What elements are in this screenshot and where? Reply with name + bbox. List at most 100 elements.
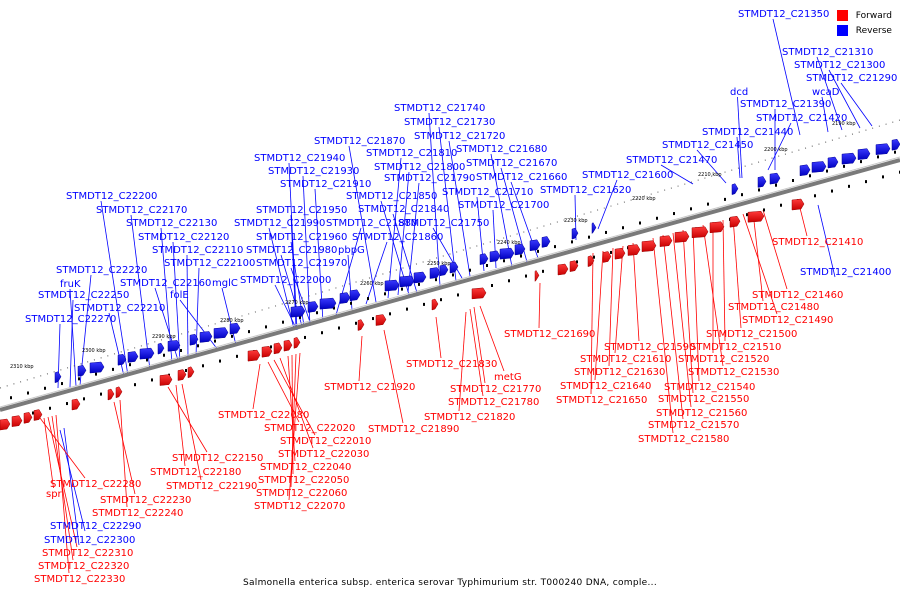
reverse-gene-label[interactable]: STMDT12_C22220 bbox=[56, 265, 147, 276]
reverse-gene-label[interactable]: STMDT12_C21960 bbox=[256, 232, 347, 243]
forward-gene-label[interactable]: STMDT12_C21410 bbox=[772, 237, 863, 248]
reverse-gene-block[interactable] bbox=[591, 222, 597, 235]
reverse-gene-label[interactable]: STMDT12_C21450 bbox=[662, 140, 753, 151]
forward-gene-block[interactable] bbox=[159, 374, 173, 386]
forward-gene-label[interactable]: STMDT12_C22190 bbox=[166, 481, 257, 492]
reverse-gene-label[interactable]: STMDT12_C21850 bbox=[346, 191, 437, 202]
forward-gene-label[interactable]: STMDT12_C21500 bbox=[706, 329, 797, 340]
forward-gene-block[interactable] bbox=[534, 269, 540, 282]
reverse-gene-block[interactable] bbox=[891, 138, 900, 151]
forward-gene-block[interactable] bbox=[293, 337, 301, 349]
forward-gene-block[interactable] bbox=[729, 215, 741, 228]
reverse-gene-label[interactable]: STMDT12_C22000 bbox=[240, 275, 331, 286]
forward-gene-block[interactable] bbox=[471, 287, 487, 300]
reverse-gene-label[interactable]: STMDT12_C21970 bbox=[256, 258, 347, 269]
reverse-gene-label[interactable]: pbpG bbox=[338, 245, 365, 256]
reverse-gene-block[interactable] bbox=[429, 267, 441, 279]
reverse-gene-label[interactable]: STMDT12_C22160 bbox=[120, 278, 211, 289]
reverse-gene-label[interactable]: STMDT12_C21810 bbox=[366, 148, 457, 159]
reverse-gene-block[interactable] bbox=[399, 275, 415, 288]
reverse-gene-block[interactable] bbox=[54, 371, 62, 384]
reverse-gene-label[interactable]: STMDT12_C21860 bbox=[352, 232, 443, 243]
reverse-gene-label[interactable]: STMDT12_C21840 bbox=[358, 204, 449, 215]
forward-gene-label[interactable]: STMDT12_C21650 bbox=[556, 395, 647, 406]
forward-gene-label[interactable]: STMDT12_C21490 bbox=[742, 315, 833, 326]
forward-gene-block[interactable] bbox=[261, 345, 273, 358]
reverse-gene-label[interactable]: folE bbox=[170, 290, 189, 301]
reverse-gene-label[interactable]: STMDT12_C21670 bbox=[466, 158, 557, 169]
reverse-gene-label[interactable]: STMDT12_C22250 bbox=[38, 290, 129, 301]
forward-gene-label[interactable]: STMDT12_C21890 bbox=[368, 424, 459, 435]
forward-gene-block[interactable] bbox=[431, 298, 439, 311]
forward-gene-label[interactable]: STMDT12_C21530 bbox=[688, 367, 779, 378]
forward-gene-label[interactable]: STMDT12_C21780 bbox=[448, 397, 539, 408]
forward-gene-block[interactable] bbox=[747, 210, 765, 223]
forward-gene-label[interactable]: spr bbox=[46, 489, 63, 500]
forward-gene-label[interactable]: STMDT12_C21610 bbox=[580, 354, 671, 365]
forward-gene-block[interactable] bbox=[0, 418, 11, 431]
forward-gene-label[interactable]: STMDT12_C22180 bbox=[150, 467, 241, 478]
reverse-gene-label[interactable]: wcaD bbox=[812, 87, 840, 98]
reverse-gene-label[interactable]: STMDT12_C21680 bbox=[456, 144, 547, 155]
forward-gene-label[interactable]: STMDT12_C22150 bbox=[172, 453, 263, 464]
forward-gene-label[interactable]: STMDT12_C22240 bbox=[92, 508, 183, 519]
forward-gene-label[interactable]: STMDT12_C22230 bbox=[100, 495, 191, 506]
reverse-gene-label[interactable]: STMDT12_C22200 bbox=[66, 191, 157, 202]
reverse-gene-label[interactable]: STMDT12_C21700 bbox=[458, 200, 549, 211]
reverse-gene-label[interactable]: dcd bbox=[730, 87, 748, 98]
reverse-gene-block[interactable] bbox=[811, 161, 827, 173]
forward-gene-block[interactable] bbox=[791, 198, 805, 211]
forward-gene-block[interactable] bbox=[674, 231, 690, 243]
reverse-gene-label[interactable]: STMDT12_C21440 bbox=[702, 127, 793, 138]
reverse-gene-label[interactable]: fruK bbox=[60, 279, 81, 290]
reverse-gene-block[interactable] bbox=[529, 239, 541, 252]
reverse-gene-label[interactable]: STMDT12_C21870 bbox=[314, 136, 405, 147]
reverse-gene-label[interactable]: STMDT12_C21730 bbox=[404, 117, 495, 128]
reverse-gene-block[interactable] bbox=[541, 236, 551, 248]
forward-gene-label[interactable]: STMDT12_C21510 bbox=[690, 342, 781, 353]
reverse-gene-label[interactable]: STMDT12_C21930 bbox=[268, 166, 359, 177]
reverse-gene-label[interactable]: STMDT12_C21400 bbox=[800, 267, 891, 278]
reverse-gene-block[interactable] bbox=[731, 183, 739, 196]
forward-gene-block[interactable] bbox=[107, 388, 115, 401]
reverse-gene-block[interactable] bbox=[213, 327, 229, 339]
reverse-gene-label[interactable]: STMDT12_C21420 bbox=[756, 113, 847, 124]
forward-gene-label[interactable]: STMDT12_C21580 bbox=[638, 434, 729, 445]
reverse-gene-block[interactable] bbox=[199, 331, 213, 343]
reverse-gene-label[interactable]: STMDT12_C22300 bbox=[44, 535, 135, 546]
reverse-gene-block[interactable] bbox=[319, 297, 337, 310]
reverse-gene-block[interactable] bbox=[89, 361, 105, 374]
reverse-gene-block[interactable] bbox=[769, 172, 781, 185]
forward-gene-block[interactable] bbox=[569, 260, 579, 272]
forward-gene-block[interactable] bbox=[587, 255, 595, 268]
forward-gene-label[interactable]: STMDT12_C22080 bbox=[218, 410, 309, 421]
forward-gene-label[interactable]: STMDT12_C22280 bbox=[50, 479, 141, 490]
reverse-gene-label[interactable]: STMDT12_C21980 bbox=[246, 245, 337, 256]
reverse-gene-block[interactable] bbox=[339, 292, 351, 304]
reverse-gene-label[interactable]: STMDT12_C22110 bbox=[152, 245, 243, 256]
forward-gene-block[interactable] bbox=[187, 366, 195, 379]
forward-gene-label[interactable]: STMDT12_C21820 bbox=[424, 412, 515, 423]
forward-gene-label[interactable]: STMDT12_C21590 bbox=[604, 342, 695, 353]
forward-gene-block[interactable] bbox=[614, 247, 626, 260]
reverse-gene-label[interactable]: STMDT12_C21710 bbox=[442, 187, 533, 198]
forward-gene-block[interactable] bbox=[283, 339, 293, 352]
reverse-gene-label[interactable]: STMDT12_C22210 bbox=[74, 303, 165, 314]
forward-gene-label[interactable]: STMDT12_C22020 bbox=[264, 423, 355, 434]
forward-gene-label[interactable]: STMDT12_C21550 bbox=[658, 394, 749, 405]
forward-gene-label[interactable]: STMDT12_C22070 bbox=[254, 501, 345, 512]
forward-gene-label[interactable]: STMDT12_C22010 bbox=[280, 436, 371, 447]
reverse-gene-label[interactable]: STMDT12_C21300 bbox=[794, 60, 885, 71]
reverse-gene-label[interactable]: STMDT12_C21290 bbox=[806, 73, 897, 84]
reverse-gene-block[interactable] bbox=[127, 351, 139, 363]
forward-gene-block[interactable] bbox=[709, 221, 725, 234]
reverse-gene-label[interactable]: STMDT12_C22290 bbox=[50, 521, 141, 532]
reverse-gene-block[interactable] bbox=[799, 164, 811, 177]
reverse-gene-block[interactable] bbox=[857, 148, 871, 160]
reverse-gene-block[interactable] bbox=[875, 143, 891, 155]
reverse-gene-label[interactable]: STMDT12_C21880 bbox=[326, 218, 417, 229]
forward-gene-label[interactable]: STMDT12_C21630 bbox=[574, 367, 665, 378]
forward-gene-block[interactable] bbox=[115, 386, 123, 399]
reverse-gene-block[interactable] bbox=[413, 271, 427, 284]
reverse-gene-label[interactable]: STMDT12_C22270 bbox=[25, 314, 116, 325]
